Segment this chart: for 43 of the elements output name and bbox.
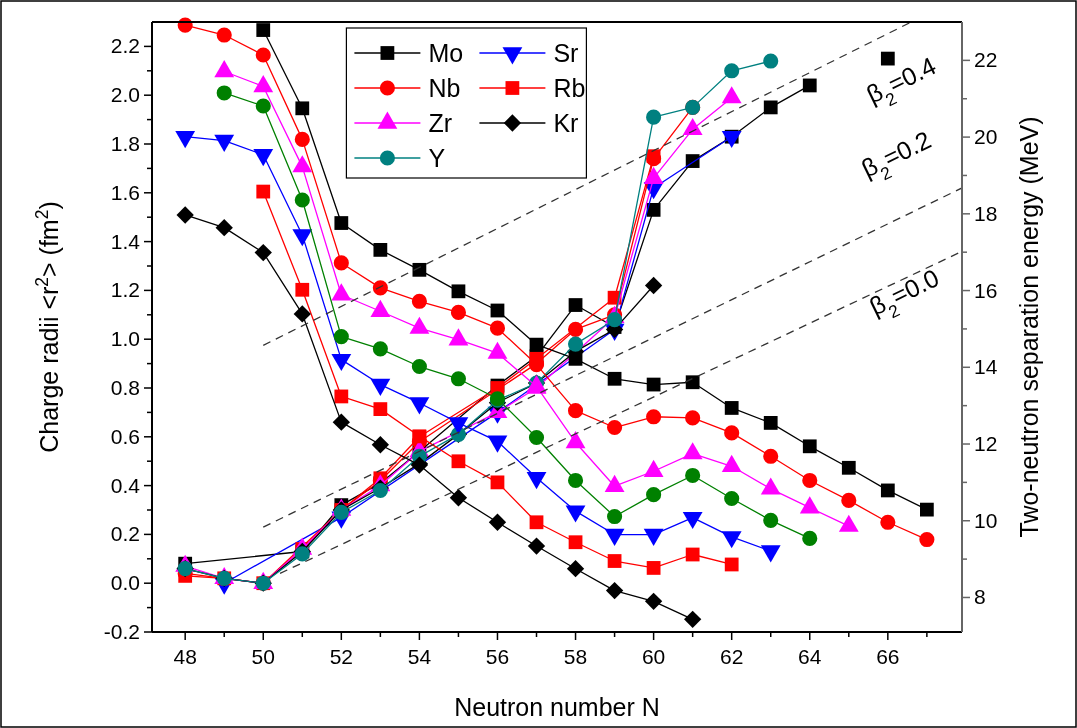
y-tick-label: 0.6 xyxy=(110,424,140,448)
x-tick-label: 62 xyxy=(720,645,744,668)
legend-label: Y xyxy=(428,144,446,172)
y2-tick-label: 16 xyxy=(974,278,998,302)
annotation: β$_{2}$=0.0 xyxy=(864,263,944,323)
x-tick-label: 60 xyxy=(641,645,666,668)
y2-tick-label: 22 xyxy=(974,48,998,72)
legend-label: Nb xyxy=(428,74,461,102)
y-tick-label: 1.4 xyxy=(110,229,141,253)
annotation: β$_{2}$=0.2 xyxy=(856,125,936,185)
y-tick-label: 2.2 xyxy=(110,34,140,58)
y-tick-label: 1.8 xyxy=(110,132,140,155)
x-tick-label: 54 xyxy=(407,645,432,668)
legend-label: Mo xyxy=(428,39,464,67)
annotation: β$_{2}$=0.4 xyxy=(861,51,941,111)
y-tick-label: -0.2 xyxy=(103,620,140,643)
y-tick-label: 0.8 xyxy=(110,376,140,399)
x-axis-title: Neutron number N xyxy=(454,693,660,721)
y-tick-label: 1.0 xyxy=(110,327,140,351)
y2-tick-label: 14 xyxy=(974,355,998,379)
x-tick-label: 52 xyxy=(329,645,353,668)
x-tick-label: 56 xyxy=(485,645,510,668)
legend-label: Sr xyxy=(553,39,579,67)
y-tick-label: 2.0 xyxy=(110,83,140,107)
y-tick-label: 1.6 xyxy=(110,180,140,204)
legend-label: Zr xyxy=(428,109,453,137)
y2-tick-label: 8 xyxy=(974,585,986,609)
y2-tick-label: 10 xyxy=(974,508,998,532)
legend-label: Rb xyxy=(553,74,586,102)
x-tick-label: 48 xyxy=(173,645,197,668)
y2-axis-title: Two-neutron separation energy (MeV) xyxy=(1015,116,1043,538)
x-tick-label: 58 xyxy=(563,645,588,668)
x-tick-label: 50 xyxy=(251,645,275,668)
x-tick-label: 66 xyxy=(876,645,900,668)
y2-tick-label: 18 xyxy=(974,201,998,225)
legend-label: Kr xyxy=(553,109,579,137)
y2-tick-label: 12 xyxy=(974,432,998,456)
y-tick-label: 0.0 xyxy=(110,571,140,595)
y-tick-label: 1.2 xyxy=(110,278,140,302)
y-tick-label: 0.4 xyxy=(110,473,141,497)
x-tick-label: 64 xyxy=(798,645,822,668)
y-tick-label: 0.2 xyxy=(110,522,140,546)
y2-tick-label: 20 xyxy=(974,125,998,149)
